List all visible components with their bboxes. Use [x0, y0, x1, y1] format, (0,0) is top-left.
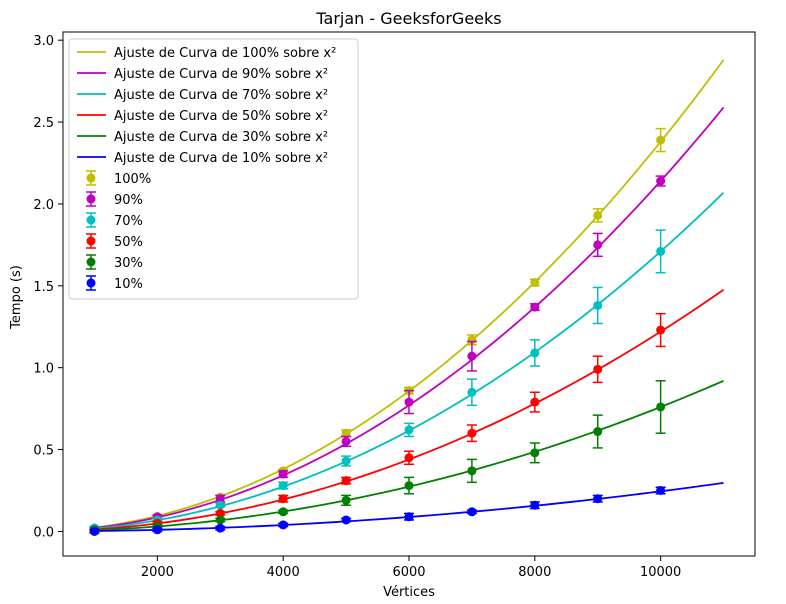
data-point-4-4: [341, 495, 351, 505]
data-point-1-7: [530, 302, 540, 312]
legend-series-label-4: 30%: [114, 256, 143, 271]
data-point-1-4: [341, 436, 351, 446]
data-point-5-5: [404, 512, 414, 522]
data-point-3-8: [593, 364, 603, 374]
data-point-2-2: [215, 500, 225, 510]
data-point-5-4: [341, 515, 351, 525]
data-point-2-3: [278, 481, 288, 491]
data-point-2-5: [404, 425, 414, 435]
y-tick-label-2: 1.0: [33, 362, 54, 377]
y-tick-label-4: 2.0: [33, 198, 54, 213]
legend-series-label-1: 90%: [114, 193, 143, 208]
data-point-1-9: [656, 176, 666, 186]
data-point-0-4: [341, 428, 351, 438]
data-point-2-7: [530, 348, 540, 358]
data-point-4-3: [278, 507, 288, 517]
data-point-2-4: [341, 456, 351, 466]
legend-series-label-2: 70%: [114, 214, 143, 229]
data-point-2-6: [467, 387, 477, 397]
y-tick-label-5: 2.5: [33, 116, 54, 131]
data-point-0-7: [530, 278, 540, 288]
data-point-5-7: [530, 500, 540, 510]
x-tick-label-1: 4000: [267, 565, 300, 580]
data-point-5-6: [467, 507, 477, 517]
x-tick-label-3: 8000: [518, 565, 551, 580]
data-point-5-3: [278, 520, 288, 530]
y-tick-label-1: 0.5: [33, 444, 54, 459]
legend-series-label-3: 50%: [114, 235, 143, 250]
data-point-3-3: [278, 494, 288, 504]
legend-marker-0: [86, 173, 96, 183]
y-axis-label: Tempo (s): [9, 265, 24, 330]
data-point-3-2: [215, 508, 225, 518]
data-point-5-1: [152, 525, 162, 535]
data-point-1-8: [593, 240, 603, 250]
legend-fit-label-5: Ajuste de Curva de 10% sobre x²: [114, 151, 328, 166]
x-axis-label: Vértices: [383, 585, 435, 600]
data-point-5-2: [215, 523, 225, 533]
data-point-1-6: [467, 351, 477, 361]
y-tick-label-0: 0.0: [33, 525, 54, 540]
chart-title: Tarjan - GeeksforGeeks: [315, 9, 501, 28]
x-tick-label-4: 10000: [640, 565, 681, 580]
data-point-2-9: [656, 246, 666, 256]
data-point-4-5: [404, 481, 414, 491]
data-point-4-6: [467, 466, 477, 476]
data-point-1-5: [404, 397, 414, 407]
plot-area: [89, 59, 725, 536]
legend-marker-5: [86, 278, 96, 288]
legend-marker-3: [86, 236, 96, 246]
legend-marker-4: [86, 257, 96, 267]
y-tick-label-3: 1.5: [33, 280, 54, 295]
data-point-4-2: [215, 515, 225, 525]
data-point-3-9: [656, 325, 666, 335]
legend-series-label-5: 10%: [114, 277, 143, 292]
legend-fit-label-0: Ajuste de Curva de 100% sobre x²: [114, 46, 336, 61]
data-point-4-7: [530, 448, 540, 458]
legend-series-label-0: 100%: [114, 172, 151, 187]
legend-marker-1: [86, 194, 96, 204]
axes: 2000 4000 6000 8000 10000 0.0 0.5 1.0 1.5 2.0 2.5 3…: [33, 31, 756, 580]
y-tick-label-6: 3.0: [33, 34, 54, 49]
data-point-3-7: [530, 397, 540, 407]
data-point-4-8: [593, 427, 603, 437]
legend-marker-2: [86, 215, 96, 225]
legend-fit-label-3: Ajuste de Curva de 50% sobre x²: [114, 109, 328, 124]
x-tick-label-0: 2000: [141, 565, 174, 580]
data-point-5-0: [89, 526, 99, 536]
data-point-5-9: [656, 486, 666, 495]
legend: Ajuste de Curva de 100% sobre x² Ajuste d…: [68, 38, 359, 300]
data-point-3-6: [467, 428, 477, 438]
data-point-0-8: [593, 210, 603, 220]
data-point-3-5: [404, 453, 414, 463]
data-point-4-9: [656, 402, 666, 412]
legend-fit-label-4: Ajuste de Curva de 30% sobre x²: [114, 130, 328, 145]
legend-fit-label-2: Ajuste de Curva de 70% sobre x²: [114, 88, 328, 103]
data-point-3-4: [341, 476, 351, 486]
data-point-0-9: [656, 135, 666, 145]
legend-box: [68, 38, 359, 300]
data-point-1-3: [278, 469, 288, 479]
data-point-5-8: [593, 494, 603, 504]
legend-fit-label-1: Ajuste de Curva de 90% sobre x²: [114, 67, 328, 82]
data-point-2-8: [593, 300, 603, 310]
data-point-1-2: [215, 494, 225, 504]
x-tick-label-2: 6000: [392, 565, 425, 580]
